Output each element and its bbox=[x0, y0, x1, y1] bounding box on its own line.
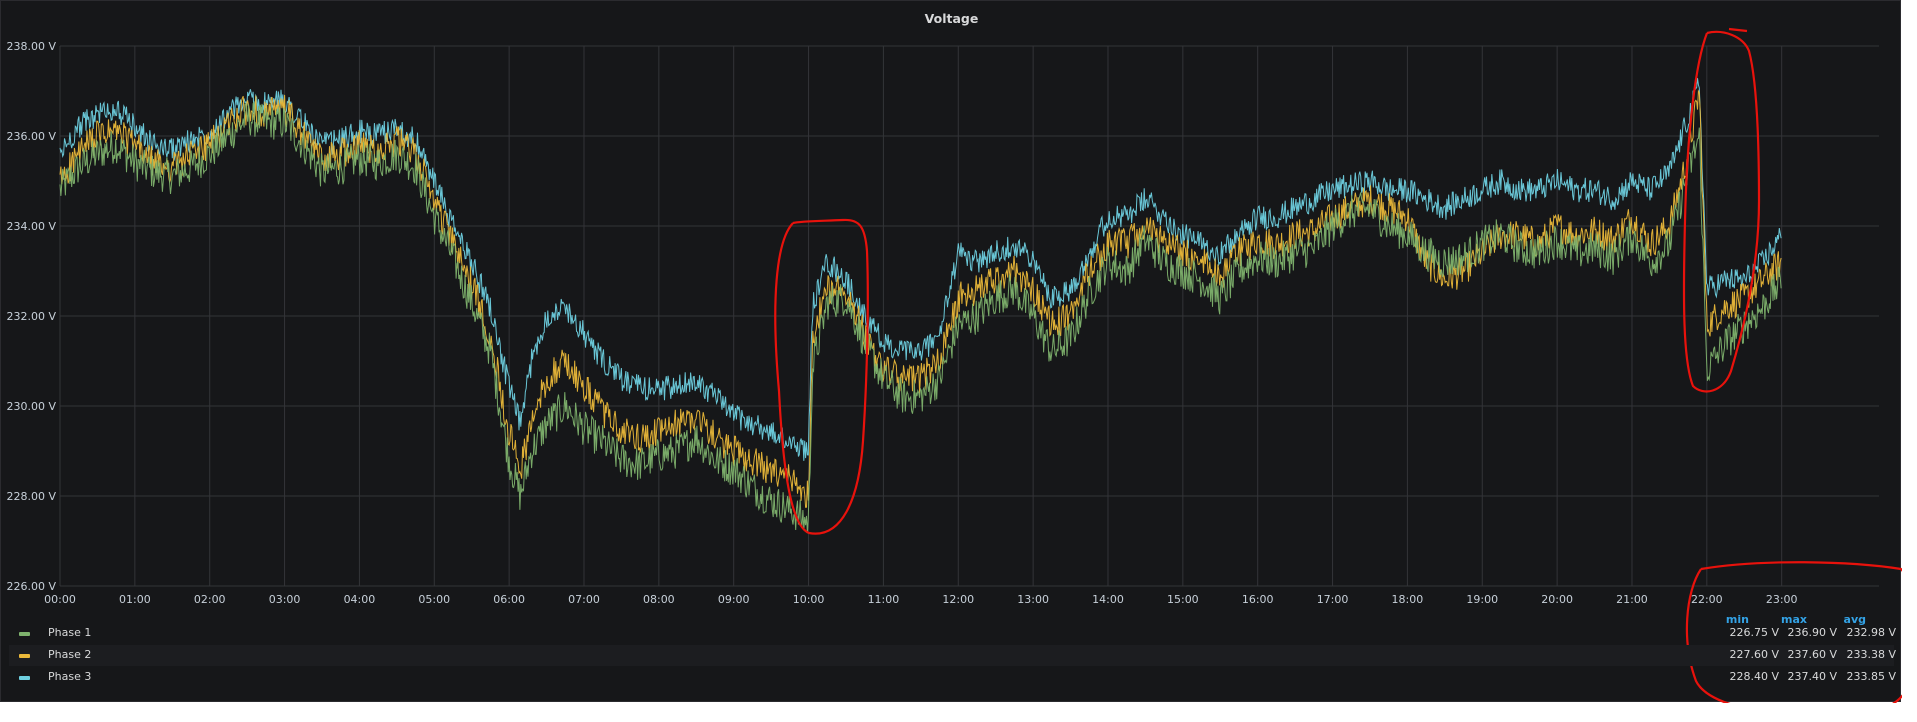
legend-row-phase-1[interactable]: Phase 1 226.75 V 236.90 V 232.98 V bbox=[9, 623, 1896, 644]
series-line-phase-2[interactable] bbox=[59, 89, 1782, 508]
legend-max-phase-1: 236.90 V bbox=[1787, 626, 1837, 639]
legend-min-phase-1: 226.75 V bbox=[1729, 626, 1779, 639]
legend-label-phase-2[interactable]: Phase 2 bbox=[48, 648, 92, 661]
legend-row-phase-2[interactable]: Phase 2 227.60 V 237.60 V 233.38 V bbox=[9, 645, 1896, 666]
x-tick-label-4: 04:00 bbox=[344, 593, 376, 606]
x-tick-label-13: 13:00 bbox=[1017, 593, 1049, 606]
x-tick-label-1: 01:00 bbox=[119, 593, 151, 606]
y-tick-label-1: 228.00 V bbox=[6, 490, 56, 503]
x-tick-label-22: 22:00 bbox=[1691, 593, 1723, 606]
y-tick-label-0: 226.00 V bbox=[6, 580, 56, 593]
legend-header-avg[interactable]: avg bbox=[1843, 613, 1866, 626]
grid-lines bbox=[59, 45, 1879, 587]
annotation-circle-10h bbox=[774, 218, 869, 535]
x-axis-ticks: 00:00 01:00 02:00 03:00 04:00 05:00 06:00 07:00… bbox=[44, 593, 1797, 606]
x-tick-label-3: 03:00 bbox=[269, 593, 301, 606]
x-tick-label-20: 20:00 bbox=[1541, 593, 1573, 606]
x-tick-label-8: 08:00 bbox=[643, 593, 675, 606]
x-tick-label-14: 14:00 bbox=[1092, 593, 1124, 606]
x-tick-label-0: 00:00 bbox=[44, 593, 76, 606]
voltage-chart[interactable]: 226.00 V 228.00 V 230.00 V 232.00 V 234.00 V… bbox=[1, 1, 1902, 703]
y-tick-label-6: 238.00 V bbox=[6, 40, 56, 53]
legend-swatch-phase-1[interactable] bbox=[19, 632, 30, 636]
y-tick-label-5: 236.00 V bbox=[6, 130, 56, 143]
annotation-circle-legend bbox=[1685, 561, 1902, 703]
legend-avg-phase-1: 232.98 V bbox=[1846, 626, 1896, 639]
legend-swatch-phase-2[interactable] bbox=[19, 654, 30, 658]
legend-avg-phase-3: 233.85 V bbox=[1846, 670, 1896, 683]
series-line-phase-1[interactable] bbox=[59, 101, 1782, 534]
x-tick-label-7: 07:00 bbox=[568, 593, 600, 606]
x-tick-label-2: 02:00 bbox=[194, 593, 226, 606]
x-tick-label-21: 21:00 bbox=[1616, 593, 1648, 606]
x-tick-label-23: 23:00 bbox=[1766, 593, 1798, 606]
series-line-phase-3[interactable] bbox=[59, 78, 1782, 461]
y-tick-label-3: 232.00 V bbox=[6, 310, 56, 323]
legend-min-phase-2: 227.60 V bbox=[1729, 648, 1779, 661]
x-tick-label-12: 12:00 bbox=[942, 593, 974, 606]
x-tick-label-17: 17:00 bbox=[1317, 593, 1349, 606]
legend-min-phase-3: 228.40 V bbox=[1729, 670, 1779, 683]
y-tick-label-2: 230.00 V bbox=[6, 400, 56, 413]
red-annotations bbox=[774, 27, 1902, 703]
x-tick-label-6: 06:00 bbox=[493, 593, 525, 606]
annotation-circle-22h bbox=[1682, 27, 1761, 393]
y-tick-label-4: 234.00 V bbox=[6, 220, 56, 233]
legend-max-phase-2: 237.60 V bbox=[1787, 648, 1837, 661]
legend-label-phase-3[interactable]: Phase 3 bbox=[48, 670, 92, 683]
x-tick-label-11: 11:00 bbox=[868, 593, 900, 606]
panel-title[interactable]: Voltage bbox=[924, 11, 979, 26]
x-tick-label-5: 05:00 bbox=[418, 593, 450, 606]
x-tick-label-10: 10:00 bbox=[793, 593, 825, 606]
legend-avg-phase-2: 233.38 V bbox=[1846, 648, 1896, 661]
legend-header-max[interactable]: max bbox=[1781, 613, 1807, 626]
x-tick-label-19: 19:00 bbox=[1466, 593, 1498, 606]
legend-row-phase-3[interactable]: Phase 3 228.40 V 237.40 V 233.85 V bbox=[9, 667, 1896, 688]
series-lines[interactable] bbox=[59, 78, 1782, 534]
y-axis-ticks: 226.00 V 228.00 V 230.00 V 232.00 V 234.00 V… bbox=[6, 40, 56, 593]
legend-label-phase-1[interactable]: Phase 1 bbox=[48, 626, 92, 639]
x-tick-label-16: 16:00 bbox=[1242, 593, 1274, 606]
legend-header-min[interactable]: min bbox=[1725, 613, 1749, 626]
voltage-panel: Voltage 226.00 V 228.00 V 230.00 V 232.00 V… bbox=[0, 0, 1902, 703]
legend-swatch-phase-3[interactable] bbox=[19, 676, 30, 680]
legend-max-phase-3: 237.40 V bbox=[1787, 670, 1837, 683]
x-tick-label-9: 09:00 bbox=[718, 593, 750, 606]
x-tick-label-18: 18:00 bbox=[1392, 593, 1424, 606]
x-tick-label-15: 15:00 bbox=[1167, 593, 1199, 606]
